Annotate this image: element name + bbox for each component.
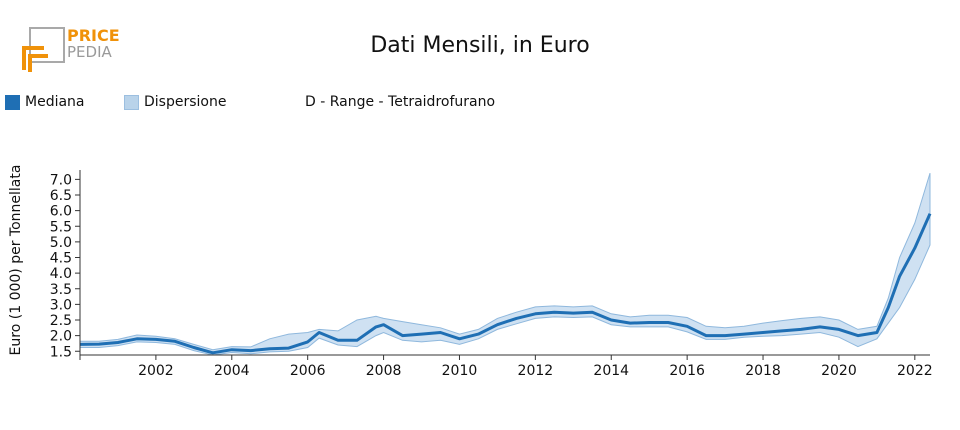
chart-title: Dati Mensili, in Euro [370,33,590,58]
x-tick-label: 2014 [593,363,629,379]
x-tick-label: 2018 [745,363,781,379]
y-tick-label: 3.0 [50,297,72,313]
y-tick-label: 1.5 [50,344,72,360]
legend-label-dispersion: Dispersione [144,94,227,110]
x-tick-label: 2016 [669,363,705,379]
legend-item-median[interactable]: Mediana [5,94,85,110]
x-tick-label: 2020 [821,363,857,379]
y-tick-label: 5.5 [50,219,72,235]
y-tick-label: 4.5 [50,251,72,267]
y-tick-label: 7.0 [50,172,72,188]
median-swatch [5,94,20,110]
logo-text-price: PRICE [67,26,120,45]
x-tick-label: 2008 [366,363,402,379]
dispersion-swatch [124,94,139,110]
y-tick-label: 6.5 [50,188,72,204]
y-tick-label: 5.0 [50,235,72,251]
x-tick-label: 2010 [442,363,478,379]
y-tick-label: 2.5 [50,313,72,329]
x-tick-label: 2004 [214,363,250,379]
logo-brackets-icon [22,27,65,72]
series-subtitle: D - Range - Tetraidrofurano [305,94,496,110]
x-tick-label: 2022 [897,363,933,379]
x-tick-label: 2012 [518,363,554,379]
y-tick-label: 2.0 [50,329,72,345]
pricepedia-logo [18,24,128,74]
y-tick-label: 3.5 [50,282,72,298]
median-line [79,213,932,355]
legend-label-median: Mediana [25,94,85,110]
dispersion-band [79,172,931,356]
logo-text-pedia: PEDIA [67,43,112,61]
y-tick-label: 4.0 [50,266,72,282]
y-tick-label: 6.0 [50,204,72,220]
x-tick-label: 2002 [138,363,174,379]
x-tick-label: 2006 [290,363,326,379]
legend-item-dispersion[interactable]: Dispersione [124,94,226,110]
